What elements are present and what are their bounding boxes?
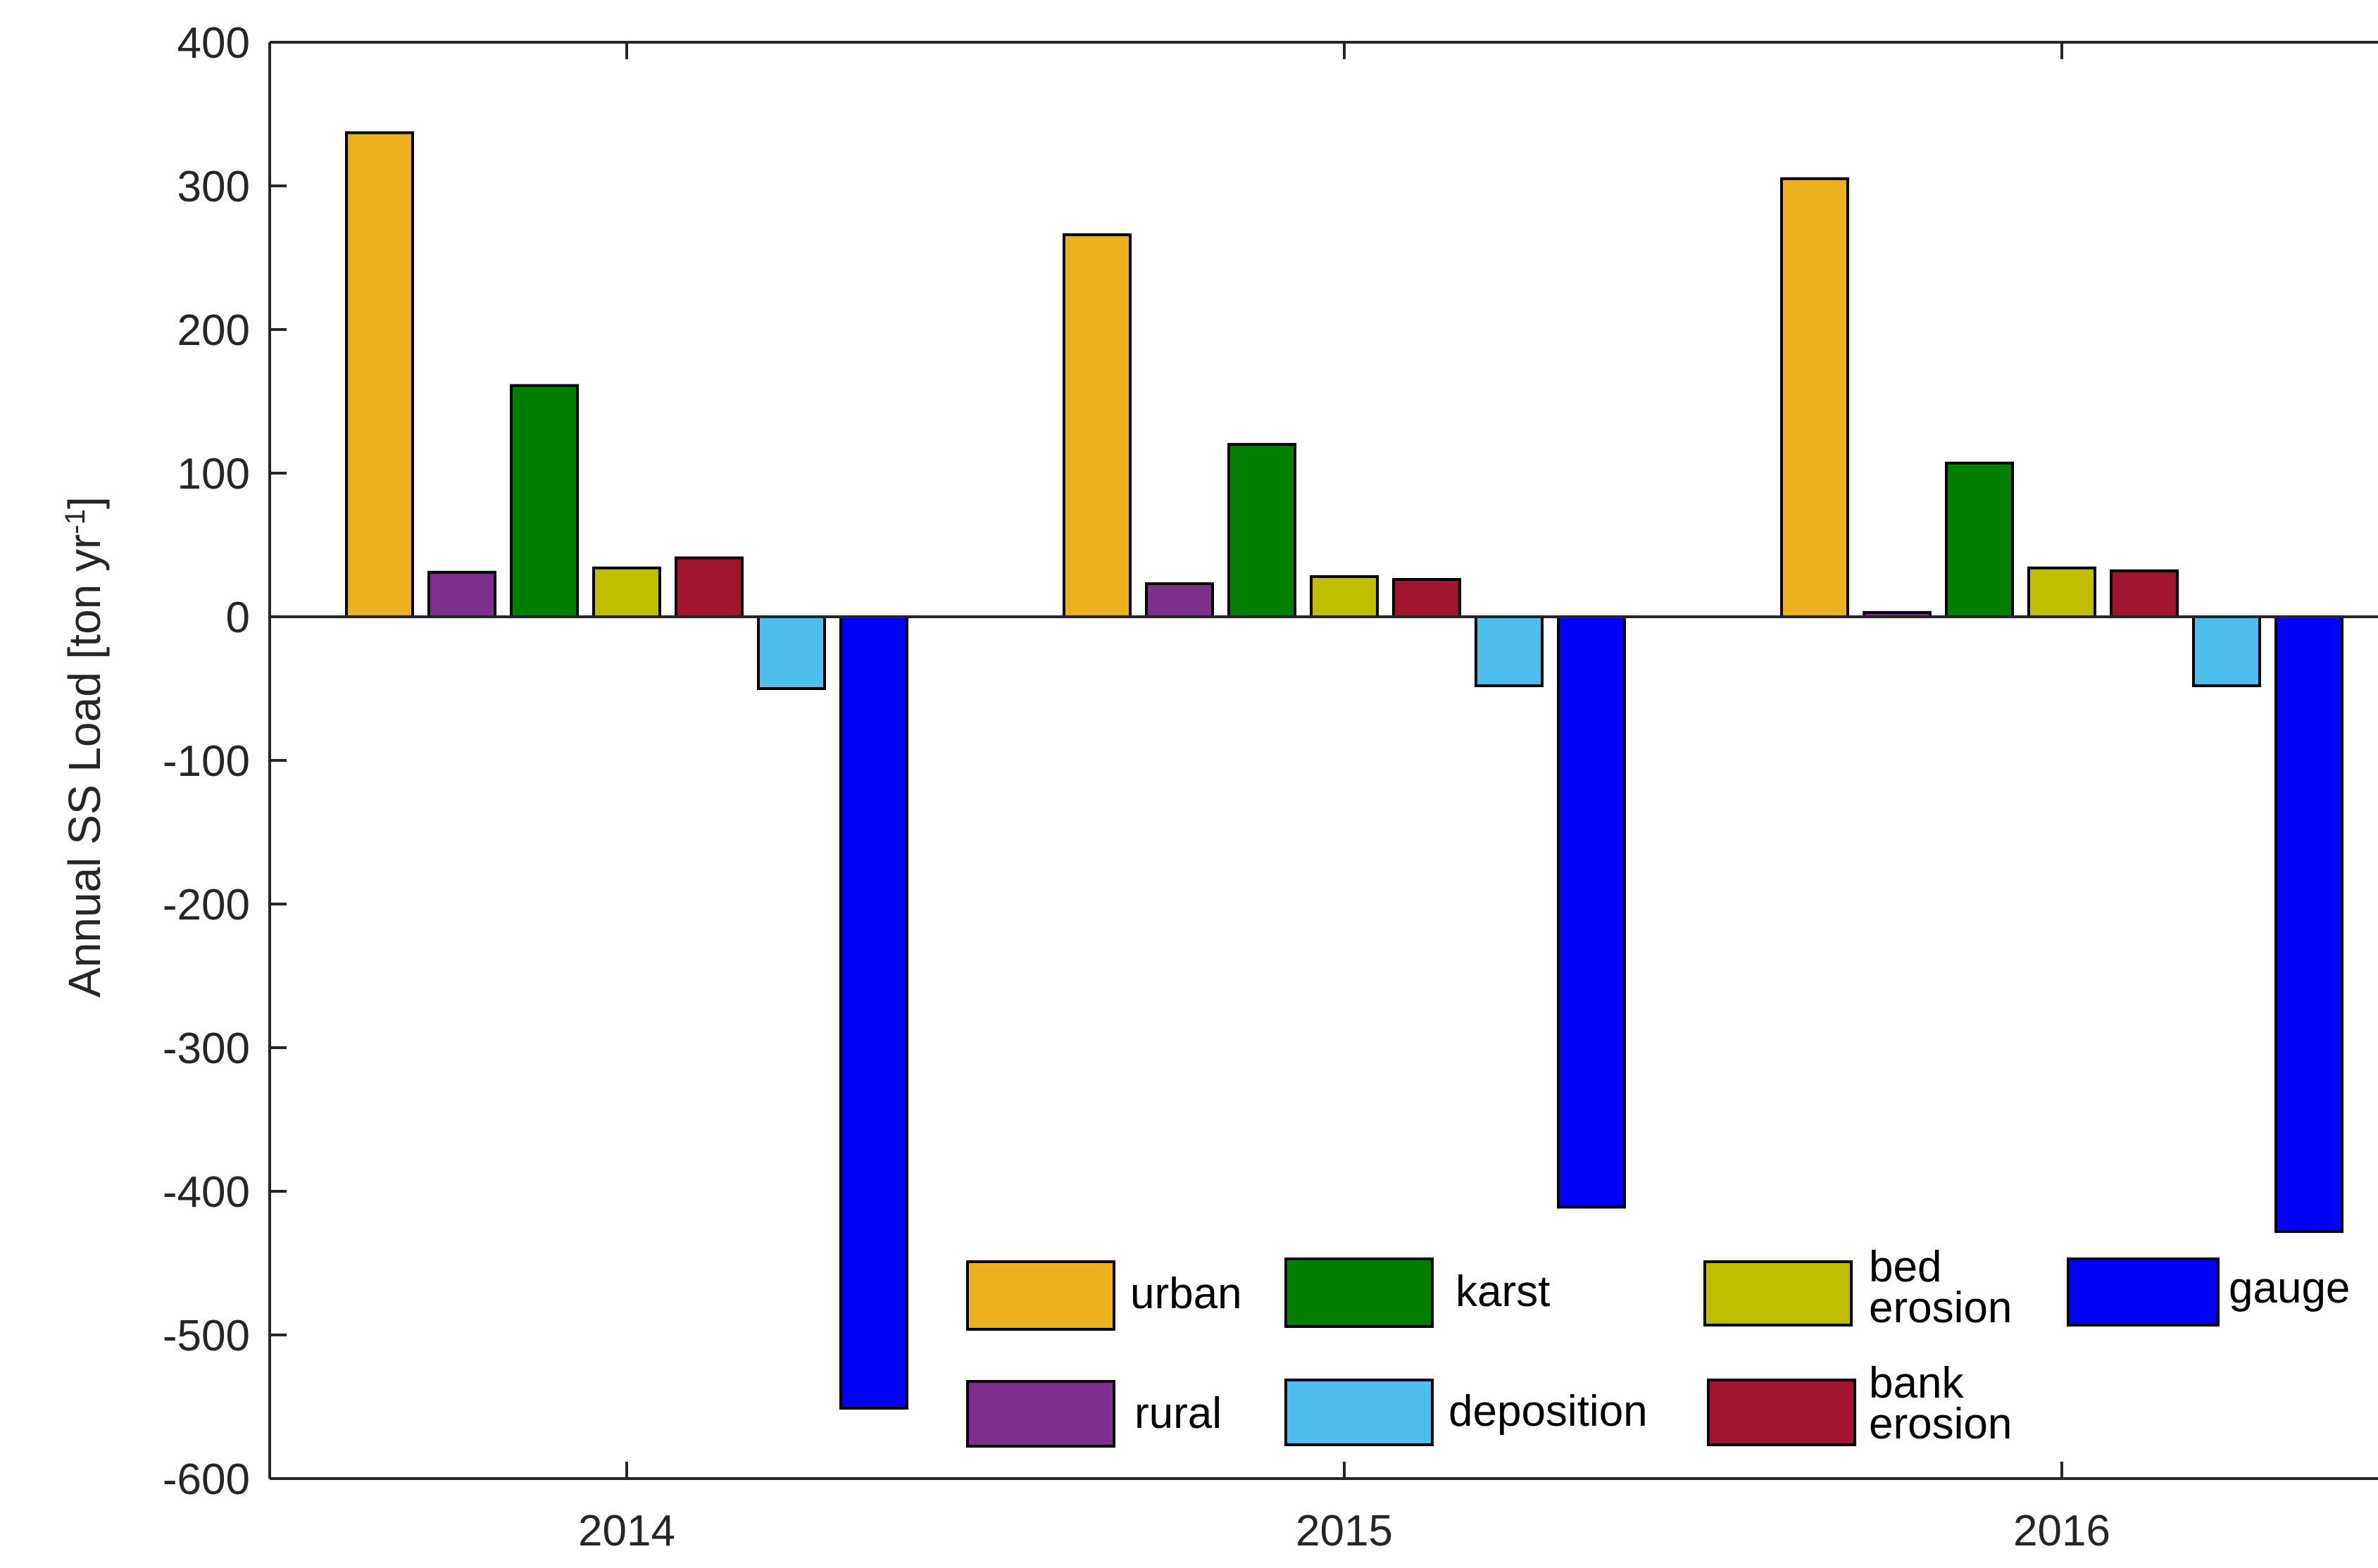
y-tick-label: 0 bbox=[226, 594, 250, 642]
y-axis-title-superscript: -1 bbox=[60, 509, 91, 534]
legend-swatch-deposition bbox=[1284, 1379, 1434, 1446]
bar-rural-2014 bbox=[427, 570, 496, 619]
bar-gauge-2015 bbox=[1557, 615, 1626, 1209]
y-tick-label: -300 bbox=[163, 1024, 250, 1073]
bar-urban-2015 bbox=[1063, 233, 1132, 618]
y-tick-label: -400 bbox=[163, 1168, 250, 1217]
bar-bank-erosion-2014 bbox=[675, 556, 744, 618]
y-axis-title: Annual SS Load [ton yr-1] bbox=[59, 496, 110, 998]
legend-swatch-gauge bbox=[2067, 1257, 2220, 1326]
bar-deposition-2015 bbox=[1475, 615, 1544, 687]
legend-swatch-urban bbox=[966, 1260, 1115, 1331]
legend-label-deposition: deposition bbox=[1448, 1387, 1648, 1436]
bar-bed-erosion-2015 bbox=[1310, 575, 1379, 619]
bar-bed-erosion-2014 bbox=[592, 566, 661, 619]
bar-deposition-2016 bbox=[2192, 615, 2261, 687]
y-tick-label: 100 bbox=[177, 450, 250, 498]
legend-swatch-karst bbox=[1284, 1257, 1434, 1328]
y-axis-title-main: Annual SS Load [ton yr bbox=[59, 534, 110, 998]
y-tick-label: -200 bbox=[163, 881, 250, 929]
bar-bank-erosion-2015 bbox=[1392, 577, 1461, 619]
y-tick-label: 300 bbox=[177, 163, 250, 211]
bar-rural-2015 bbox=[1145, 582, 1214, 619]
y-axis-title-suffix: ] bbox=[59, 496, 110, 509]
y-tick-label: -600 bbox=[163, 1455, 250, 1504]
legend-label-gauge: gauge bbox=[2229, 1264, 2350, 1312]
x-tick-label: 2016 bbox=[2013, 1507, 2110, 1555]
bar-gauge-2016 bbox=[2274, 615, 2343, 1234]
legend-label-karst: karst bbox=[1456, 1267, 1550, 1316]
legend-label-rural: rural bbox=[1134, 1389, 1222, 1438]
bar-bed-erosion-2016 bbox=[2027, 566, 2096, 619]
y-tick-label: 200 bbox=[177, 306, 250, 355]
legend-label-bed-erosion: bed erosion bbox=[1869, 1243, 2012, 1332]
legend-label-bank-erosion: bank erosion bbox=[1869, 1359, 2012, 1448]
bar-urban-2016 bbox=[1780, 177, 1849, 619]
legend-swatch-bed-erosion bbox=[1703, 1260, 1853, 1326]
bar-bank-erosion-2016 bbox=[2110, 569, 2179, 618]
bar-urban-2014 bbox=[345, 131, 414, 618]
bar-karst-2014 bbox=[510, 384, 579, 618]
x-tick-label: 2015 bbox=[1296, 1507, 1393, 1555]
x-tick-label: 2014 bbox=[578, 1507, 675, 1555]
legend: urban rural karst deposition bed erosion bank e… bbox=[966, 1243, 2350, 1448]
bars bbox=[345, 131, 2343, 1410]
y-tick-label: 400 bbox=[177, 19, 250, 68]
axes: 400 300 200 100 0 -100 -200 -300 -400 -500 -600 201… bbox=[163, 19, 2378, 1555]
bar-gauge-2014 bbox=[839, 615, 908, 1410]
bar-karst-2015 bbox=[1227, 443, 1296, 619]
y-tick-label: -100 bbox=[163, 737, 250, 786]
legend-label-urban: urban bbox=[1130, 1269, 1242, 1318]
legend-swatch-bank-erosion bbox=[1707, 1379, 1856, 1446]
legend-swatch-rural bbox=[966, 1380, 1115, 1448]
bar-deposition-2014 bbox=[757, 615, 826, 690]
y-tick-label: -500 bbox=[163, 1312, 250, 1360]
bar-karst-2016 bbox=[1945, 461, 2014, 618]
